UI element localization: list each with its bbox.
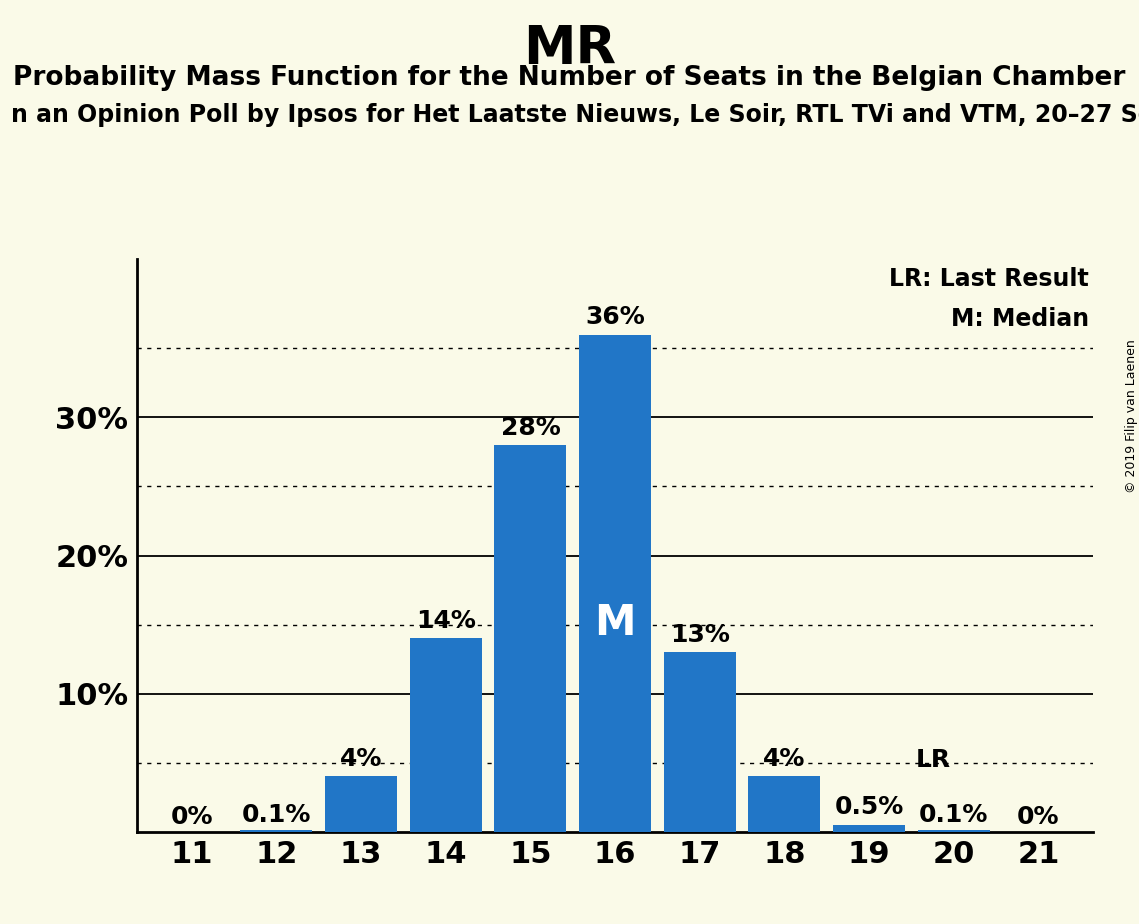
Bar bbox=[240, 831, 312, 832]
Bar bbox=[579, 334, 652, 832]
Bar bbox=[494, 445, 566, 832]
Text: 4%: 4% bbox=[763, 747, 805, 771]
Text: 13%: 13% bbox=[670, 623, 730, 647]
Text: 0.1%: 0.1% bbox=[241, 804, 311, 828]
Text: LR: Last Result: LR: Last Result bbox=[888, 267, 1089, 291]
Text: M: M bbox=[595, 602, 636, 644]
Text: 0.1%: 0.1% bbox=[919, 804, 989, 828]
Text: 14%: 14% bbox=[416, 609, 476, 633]
Text: LR: LR bbox=[916, 748, 951, 772]
Bar bbox=[833, 825, 906, 832]
Text: © 2019 Filip van Laenen: © 2019 Filip van Laenen bbox=[1124, 339, 1138, 492]
Text: 36%: 36% bbox=[585, 305, 645, 329]
Bar bbox=[748, 776, 820, 832]
Text: 0.5%: 0.5% bbox=[835, 796, 903, 820]
Text: M: Median: M: Median bbox=[951, 308, 1089, 332]
Text: 4%: 4% bbox=[339, 747, 383, 771]
Text: Probability Mass Function for the Number of Seats in the Belgian Chamber: Probability Mass Function for the Number… bbox=[14, 65, 1125, 91]
Text: 0%: 0% bbox=[171, 805, 213, 829]
Text: n an Opinion Poll by Ipsos for Het Laatste Nieuws, Le Soir, RTL TVi and VTM, 20–: n an Opinion Poll by Ipsos for Het Laats… bbox=[11, 103, 1139, 128]
Text: 0%: 0% bbox=[1017, 805, 1059, 829]
Bar bbox=[410, 638, 482, 832]
Text: 28%: 28% bbox=[500, 416, 560, 440]
Bar bbox=[325, 776, 398, 832]
Bar bbox=[664, 652, 736, 832]
Bar bbox=[918, 831, 990, 832]
Text: MR: MR bbox=[523, 23, 616, 75]
